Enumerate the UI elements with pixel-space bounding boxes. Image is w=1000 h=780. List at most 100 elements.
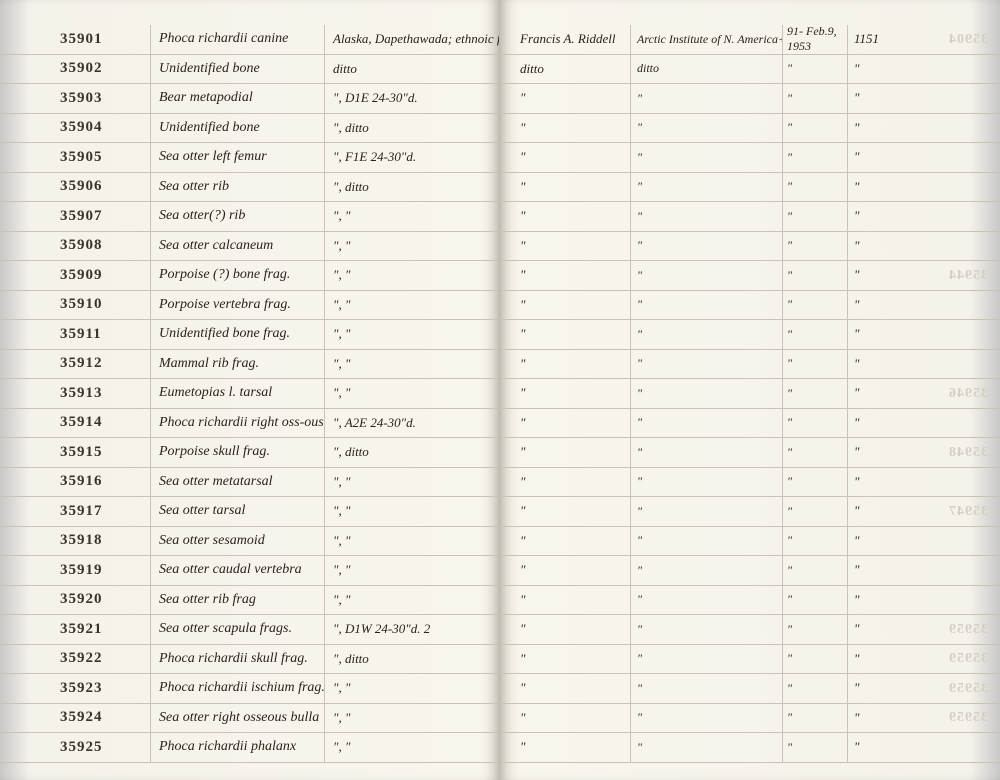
- specimen-description: Phoca richardii canine: [151, 25, 325, 54]
- institution: ": [631, 733, 783, 762]
- collector-name: ": [520, 291, 631, 320]
- collector-name: ": [520, 468, 631, 497]
- collector-name: ": [520, 497, 631, 526]
- collector-name: ": [520, 586, 631, 615]
- institution: ": [631, 409, 783, 438]
- collector-name: ": [520, 704, 631, 733]
- specimen-id: 35924: [60, 704, 151, 733]
- specimen-description: Phoca richardii phalanx: [151, 733, 325, 762]
- institution: ": [631, 350, 783, 379]
- bleed-number: [948, 202, 988, 232]
- date: ": [783, 84, 848, 113]
- specimen-description: Sea otter caudal vertebra: [151, 556, 325, 585]
- ledger-row: 35915Porpoise skull frag.", ditto: [0, 438, 499, 468]
- bleed-number: 35904: [948, 25, 988, 55]
- collector-name: ": [520, 438, 631, 467]
- collector-name: ": [520, 261, 631, 290]
- bleed-number: 35959: [948, 615, 988, 645]
- specimen-id: 35913: [60, 379, 151, 408]
- bleed-number: [948, 173, 988, 203]
- bleed-number: 35959: [948, 645, 988, 675]
- ledger-row: """": [500, 173, 1000, 203]
- specimen-location: ", D1W 24-30"d. 2: [325, 615, 499, 644]
- ledger-row: """": [500, 586, 1000, 616]
- institution: ": [631, 143, 783, 172]
- date: ": [783, 114, 848, 143]
- collector-name: Francis A. Riddell: [520, 25, 631, 54]
- collector-name: ": [520, 409, 631, 438]
- collector-name: ": [520, 320, 631, 349]
- specimen-id: 35914: [60, 409, 151, 438]
- date: ": [783, 615, 848, 644]
- collector-name: ": [520, 232, 631, 261]
- ledger-row: 35909Porpoise (?) bone frag.", ": [0, 261, 499, 291]
- institution: ": [631, 556, 783, 585]
- ledger-row: 35917Sea otter tarsal", ": [0, 497, 499, 527]
- specimen-id: 35907: [60, 202, 151, 231]
- specimen-id: 35909: [60, 261, 151, 290]
- bleed-number: 35959: [948, 704, 988, 734]
- ledger-row: """": [500, 468, 1000, 498]
- specimen-description: Eumetopias l. tarsal: [151, 379, 325, 408]
- ledger-row: 35916Sea otter metatarsal", ": [0, 468, 499, 498]
- specimen-description: Sea otter calcaneum: [151, 232, 325, 261]
- collector-name: ": [520, 556, 631, 585]
- institution: ": [631, 202, 783, 231]
- specimen-id: 35915: [60, 438, 151, 467]
- specimen-description: Phoca richardii right oss-ous bulla: [151, 409, 325, 438]
- collector-name: ": [520, 143, 631, 172]
- date: 91- Feb.9, 1953: [783, 25, 848, 54]
- ledger-book: 35901Phoca richardii canineAlaska, Dapet…: [0, 0, 1000, 780]
- collector-name: ": [520, 350, 631, 379]
- institution: Arctic Institute of N. America+Wenner Gr…: [631, 25, 783, 54]
- specimen-id: 35923: [60, 674, 151, 703]
- ledger-row: """": [500, 84, 1000, 114]
- specimen-description: Porpoise vertebra frag.: [151, 291, 325, 320]
- institution: ": [631, 114, 783, 143]
- ledger-row: """": [500, 291, 1000, 321]
- bleed-through-numbers: 3590435944359463594835947359593595935959…: [948, 25, 988, 763]
- ledger-row: 35902Unidentified boneditto: [0, 55, 499, 85]
- specimen-description: Sea otter sesamoid: [151, 527, 325, 556]
- date: ": [783, 556, 848, 585]
- ledger-row: """": [500, 556, 1000, 586]
- date: ": [783, 497, 848, 526]
- specimen-description: Sea otter metatarsal: [151, 468, 325, 497]
- bleed-number: [948, 527, 988, 557]
- specimen-id: 35917: [60, 497, 151, 526]
- ledger-row: """": [500, 114, 1000, 144]
- ledger-row: 35904Unidentified bone", ditto: [0, 114, 499, 144]
- specimen-id: 35901: [60, 25, 151, 54]
- institution: ": [631, 232, 783, 261]
- specimen-location: ditto: [325, 55, 499, 84]
- ledger-row: 35908Sea otter calcaneum", ": [0, 232, 499, 262]
- bleed-number: 35947: [948, 497, 988, 527]
- left-page: 35901Phoca richardii canineAlaska, Dapet…: [0, 0, 500, 780]
- bleed-number: 35946: [948, 379, 988, 409]
- specimen-description: Sea otter right osseous bulla: [151, 704, 325, 733]
- specimen-id: 35908: [60, 232, 151, 261]
- institution: ": [631, 615, 783, 644]
- collector-name: ": [520, 84, 631, 113]
- specimen-location: ", ": [325, 527, 499, 556]
- collector-name: ": [520, 733, 631, 762]
- ledger-row: 35907Sea otter(?) rib", ": [0, 202, 499, 232]
- institution: ": [631, 438, 783, 467]
- bleed-number: [948, 350, 988, 380]
- date: ": [783, 704, 848, 733]
- ledger-row: """": [500, 615, 1000, 645]
- ledger-row: 35901Phoca richardii canineAlaska, Dapet…: [0, 25, 499, 55]
- bleed-number: 35948: [948, 438, 988, 468]
- institution: ": [631, 586, 783, 615]
- specimen-description: Mammal rib frag.: [151, 350, 325, 379]
- ledger-row: """": [500, 645, 1000, 675]
- specimen-id: 35910: [60, 291, 151, 320]
- specimen-id: 35921: [60, 615, 151, 644]
- ledger-row: 35925Phoca richardii phalanx", ": [0, 733, 499, 763]
- specimen-location: ", ": [325, 202, 499, 231]
- specimen-location: Alaska, Dapethawada; ethnoic fort nr Ang…: [325, 25, 499, 54]
- bleed-number: [948, 409, 988, 439]
- institution: ": [631, 320, 783, 349]
- ledger-row: 35923Phoca richardii ischium frag.", ": [0, 674, 499, 704]
- ledger-row: 35905Sea otter left femur", F1E 24-30"d.: [0, 143, 499, 173]
